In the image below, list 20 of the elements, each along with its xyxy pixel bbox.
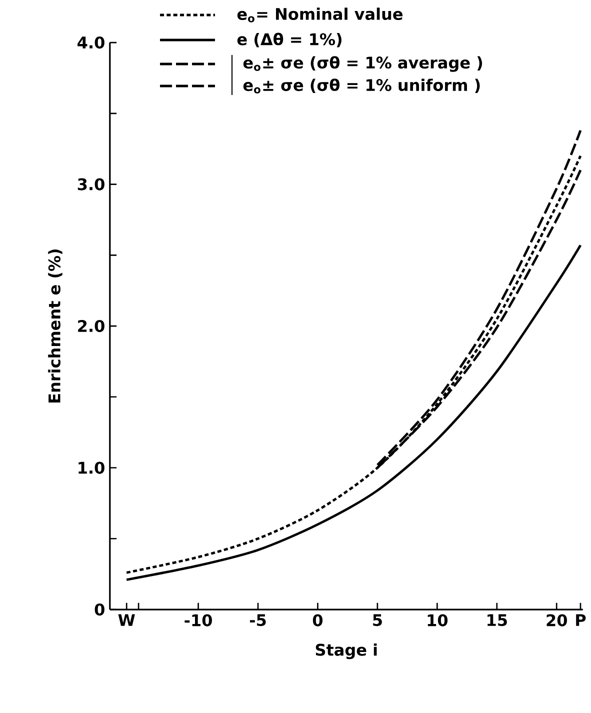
x-axis-title: Stage i (316, 643, 377, 660)
y-tick-label: 0 (94, 603, 104, 616)
x-tick-label: W (118, 614, 135, 626)
x-tick-label: 5 (373, 614, 382, 626)
x-tick-label: 0 (312, 614, 323, 626)
x-tick-label: 10 (428, 614, 448, 626)
y-tick-label: 2.0 (78, 320, 104, 332)
y-tick-label: 4.0 (78, 36, 104, 49)
x-tick-label: P (576, 614, 586, 626)
y-tick-label: 3.0 (78, 178, 104, 190)
legend-label: e$_{o}$± σe (σθ = 1% average ) (243, 56, 482, 72)
x-tick-label: 15 (488, 614, 507, 626)
legend-label: e$_{o}$= Nominal value (237, 8, 403, 22)
y-axis-title: Enrichment e (%) (48, 250, 62, 402)
x-tick-label: 20 (546, 614, 567, 626)
x-tick-label: -10 (184, 614, 212, 626)
y-tick-label: 1.0 (78, 462, 104, 474)
x-tick-label: -5 (250, 614, 266, 626)
legend-label: e$_{o}$± σe (σθ = 1% uniform ) (243, 78, 480, 94)
legend-label: e (Δθ = 1%) (237, 32, 342, 48)
